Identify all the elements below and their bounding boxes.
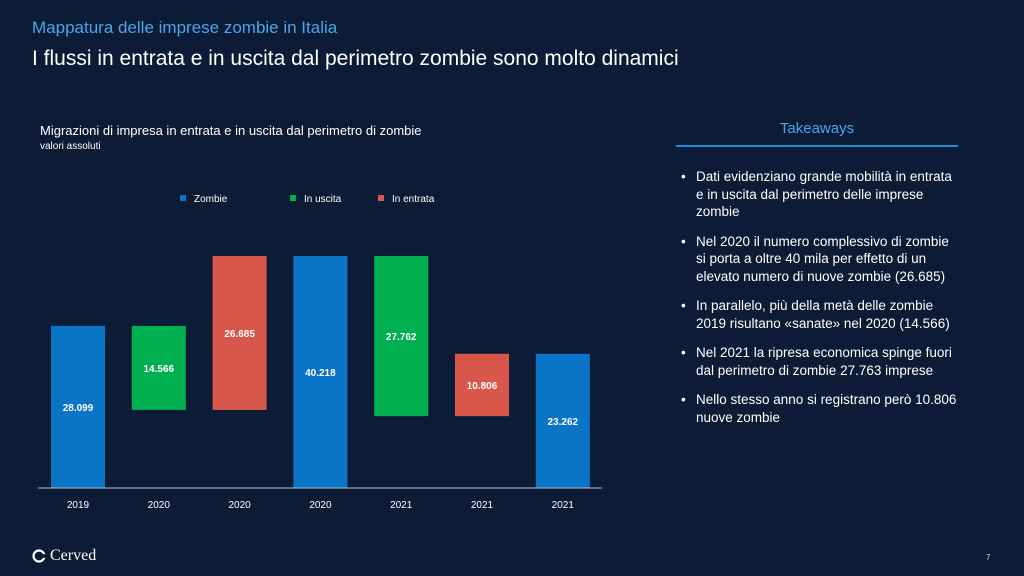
data-label: 10.806 (467, 381, 498, 392)
chart-subtitle: valori assoluti (40, 141, 101, 152)
waterfall-chart: Zombie In uscita In entrata 28.099 14.566 26.… (38, 194, 602, 511)
takeaway-item: Nel 2021 la ripresa economica spinge fuo… (680, 344, 960, 379)
bar-zombie (293, 256, 348, 488)
legend-swatch-zombie (180, 195, 186, 201)
page-number: 7 (986, 553, 991, 562)
cerved-logo-text: Cerved (50, 547, 97, 564)
takeaways-title: Takeaways (779, 120, 855, 137)
legend-label-zombie: Zombie (194, 194, 228, 205)
bar-zombie (535, 353, 590, 488)
slide-supertitle: Mappatura delle imprese zombie in Italia (32, 18, 338, 37)
data-label: 14.566 (144, 364, 175, 375)
x-tick-label: 2020 (148, 500, 171, 511)
x-tick-label: 2020 (228, 500, 251, 511)
cerved-logo: Cerved (32, 547, 96, 565)
chart-title: Migrazioni di impresa in entrata e in us… (40, 123, 422, 138)
takeaway-item: Dati evidenziano grande mobilità in entr… (680, 168, 960, 221)
data-label: 28.099 (63, 403, 94, 414)
legend-swatch-uscita (290, 195, 296, 201)
legend-label-entrata: In entrata (392, 194, 435, 205)
x-tick-label: 2021 (552, 500, 575, 511)
takeaways-list: Dati evidenziano grande mobilità in entr… (680, 168, 960, 438)
takeaway-item: Nello stesso anno si registrano però 10.… (680, 391, 960, 426)
slide-title: I flussi in entrata e in uscita dal peri… (32, 47, 679, 70)
data-label: 26.685 (224, 329, 255, 340)
legend-swatch-entrata (378, 195, 384, 201)
legend-label-uscita: In uscita (304, 194, 342, 205)
bar-zombie (51, 325, 105, 488)
takeaways-divider (676, 145, 958, 147)
data-label: 40.218 (305, 368, 336, 379)
takeaway-item: Nel 2020 il numero complessivo di zombie… (680, 233, 960, 286)
data-label: 27.762 (386, 332, 417, 343)
bar-uscita (374, 256, 429, 417)
x-tick-label: 2020 (309, 500, 332, 511)
bar-entrata (455, 353, 509, 417)
x-tick-label: 2019 (67, 500, 90, 511)
cerved-logo-icon (32, 549, 46, 563)
data-label: 23.262 (548, 417, 579, 428)
x-tick-label: 2021 (390, 500, 413, 511)
takeaway-item: In parallelo, più della metà delle zombi… (680, 297, 960, 332)
bar-entrata (212, 256, 267, 410)
x-tick-label: 2021 (471, 500, 494, 511)
bar-uscita (131, 325, 186, 410)
